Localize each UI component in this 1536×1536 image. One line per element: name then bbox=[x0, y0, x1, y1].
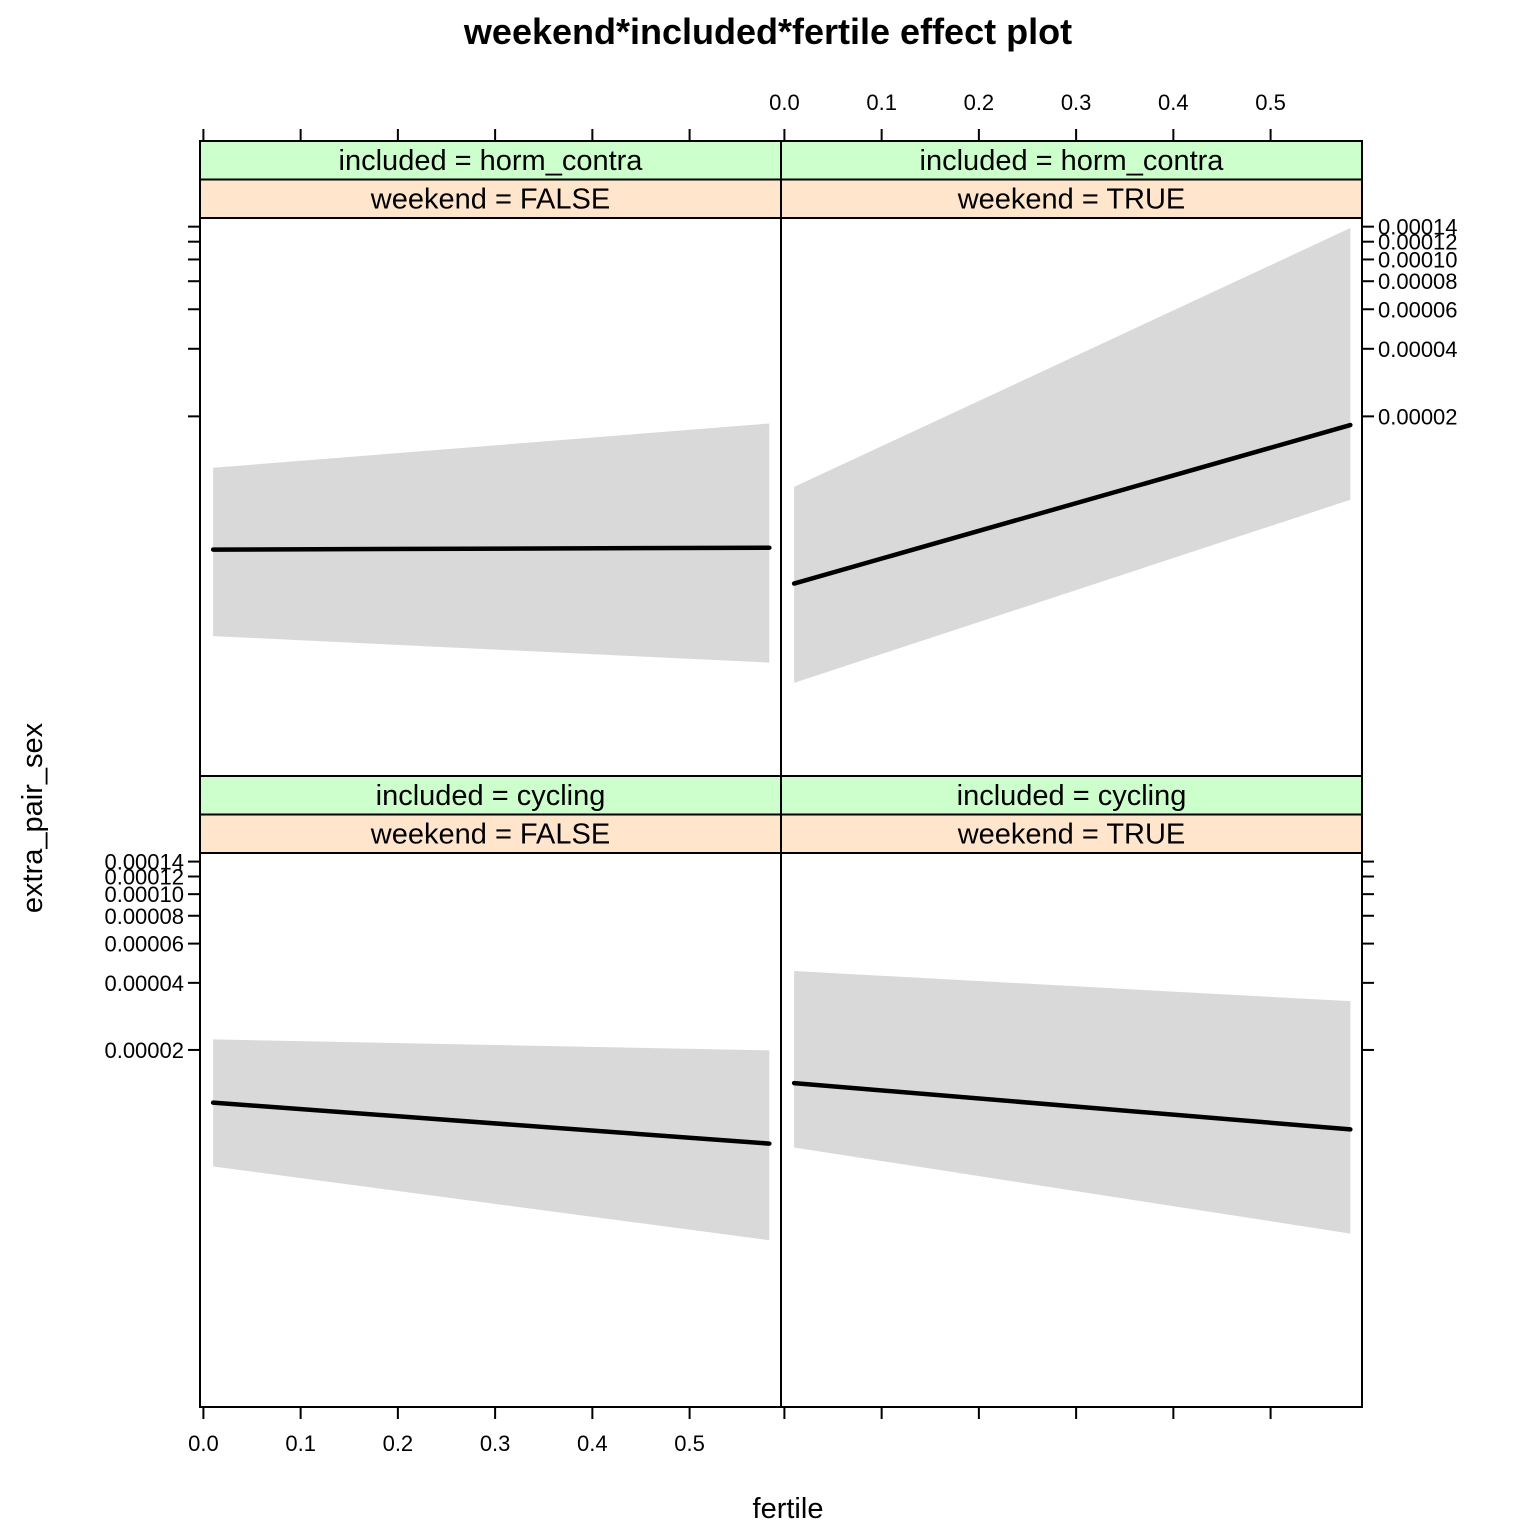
strip-included-label: included = horm_contra bbox=[920, 145, 1225, 177]
x-tick-label: 0.5 bbox=[674, 1431, 705, 1456]
y-tick-label: 0.00006 bbox=[1378, 297, 1458, 322]
x-axis-top-col0 bbox=[202, 129, 691, 141]
y-axis-left-row0 bbox=[188, 225, 200, 418]
x-axis-label: fertile bbox=[753, 1493, 824, 1525]
panel-3: included = cycling weekend = TRUE bbox=[780, 775, 1363, 1408]
strip-weekend bbox=[199, 813, 782, 854]
y-tick-label: 0.00014 bbox=[104, 850, 184, 875]
y-axis-right-row0: 0.000020.000040.000060.000080.000100.000… bbox=[1362, 215, 1458, 429]
strip-weekend-label: weekend = FALSE bbox=[370, 184, 610, 216]
x-axis-top-col1: 0.0 0.1 0.2 0.3 0.4 0.5 bbox=[769, 90, 1286, 141]
y-tick-label: 0.00004 bbox=[1378, 337, 1458, 362]
x-tick-label: 0.3 bbox=[480, 1431, 511, 1456]
confidence-band bbox=[794, 971, 1351, 1234]
x-tick-label: 0.2 bbox=[383, 1431, 414, 1456]
y-tick-label: 0.00002 bbox=[104, 1038, 184, 1063]
x-axis-bottom-col1 bbox=[783, 1407, 1272, 1419]
strip-included-label: included = cycling bbox=[957, 780, 1187, 812]
confidence-band bbox=[213, 1039, 770, 1241]
strip-included-label: included = horm_contra bbox=[339, 145, 644, 177]
strip-weekend bbox=[780, 178, 1363, 219]
x-tick-label: 0.0 bbox=[769, 90, 800, 115]
strip-included bbox=[780, 140, 1363, 181]
axes-group: 0.0 0.1 0.2 0.3 0.4 0.5 0.0 0.1 0.2 0.3 0.4 0.5 0.00… bbox=[104, 90, 1457, 1456]
strip-included-label: included = cycling bbox=[376, 780, 606, 812]
x-tick-label: 0.3 bbox=[1061, 90, 1092, 115]
x-tick-label: 0.1 bbox=[866, 90, 897, 115]
y-tick-label: 0.00010 bbox=[1378, 247, 1458, 272]
fit-line bbox=[210, 1100, 772, 1146]
x-tick-label: 0.4 bbox=[577, 1431, 608, 1456]
y-tick-label: 0.00008 bbox=[1378, 269, 1458, 294]
x-tick-label: 0.0 bbox=[188, 1431, 219, 1456]
strip-weekend-label: weekend = TRUE bbox=[957, 184, 1186, 216]
y-axis-left-row1: 0.000020.000040.000060.000080.000100.000… bbox=[104, 850, 200, 1063]
strip-weekend bbox=[199, 178, 782, 219]
fit-line bbox=[791, 422, 1353, 586]
x-tick-label: 0.5 bbox=[1255, 90, 1286, 115]
x-axis-bottom-col0: 0.0 0.1 0.2 0.3 0.4 0.5 bbox=[188, 1407, 705, 1456]
y-tick-label: 0.00010 bbox=[104, 882, 184, 907]
y-tick-label: 0.00004 bbox=[104, 971, 184, 996]
strip-weekend-label: weekend = FALSE bbox=[370, 819, 610, 851]
confidence-band bbox=[213, 423, 770, 663]
y-tick-label: 0.00012 bbox=[104, 865, 184, 890]
confidence-band bbox=[794, 228, 1351, 683]
y-tick-label: 0.00012 bbox=[1378, 230, 1458, 255]
fit-line bbox=[791, 1080, 1353, 1132]
x-tick-label: 0.4 bbox=[1158, 90, 1189, 115]
y-tick-label: 0.00002 bbox=[1378, 404, 1458, 429]
strip-weekend-label: weekend = TRUE bbox=[957, 819, 1186, 851]
y-axis-right-row1 bbox=[1362, 860, 1374, 1051]
x-tick-label: 0.2 bbox=[964, 90, 995, 115]
panel-2: included = cycling weekend = FALSE bbox=[199, 775, 782, 1408]
panel-border bbox=[780, 775, 1363, 1408]
y-axis-label: extra_pair_sex bbox=[17, 722, 49, 913]
fit-line bbox=[210, 545, 772, 552]
y-tick-label: 0.00014 bbox=[1378, 215, 1458, 240]
chart-title: weekend*included*fertile effect plot bbox=[463, 11, 1072, 52]
y-tick-label: 0.00008 bbox=[104, 904, 184, 929]
x-tick-label: 0.1 bbox=[285, 1431, 316, 1456]
y-tick-label: 0.00006 bbox=[104, 932, 184, 957]
